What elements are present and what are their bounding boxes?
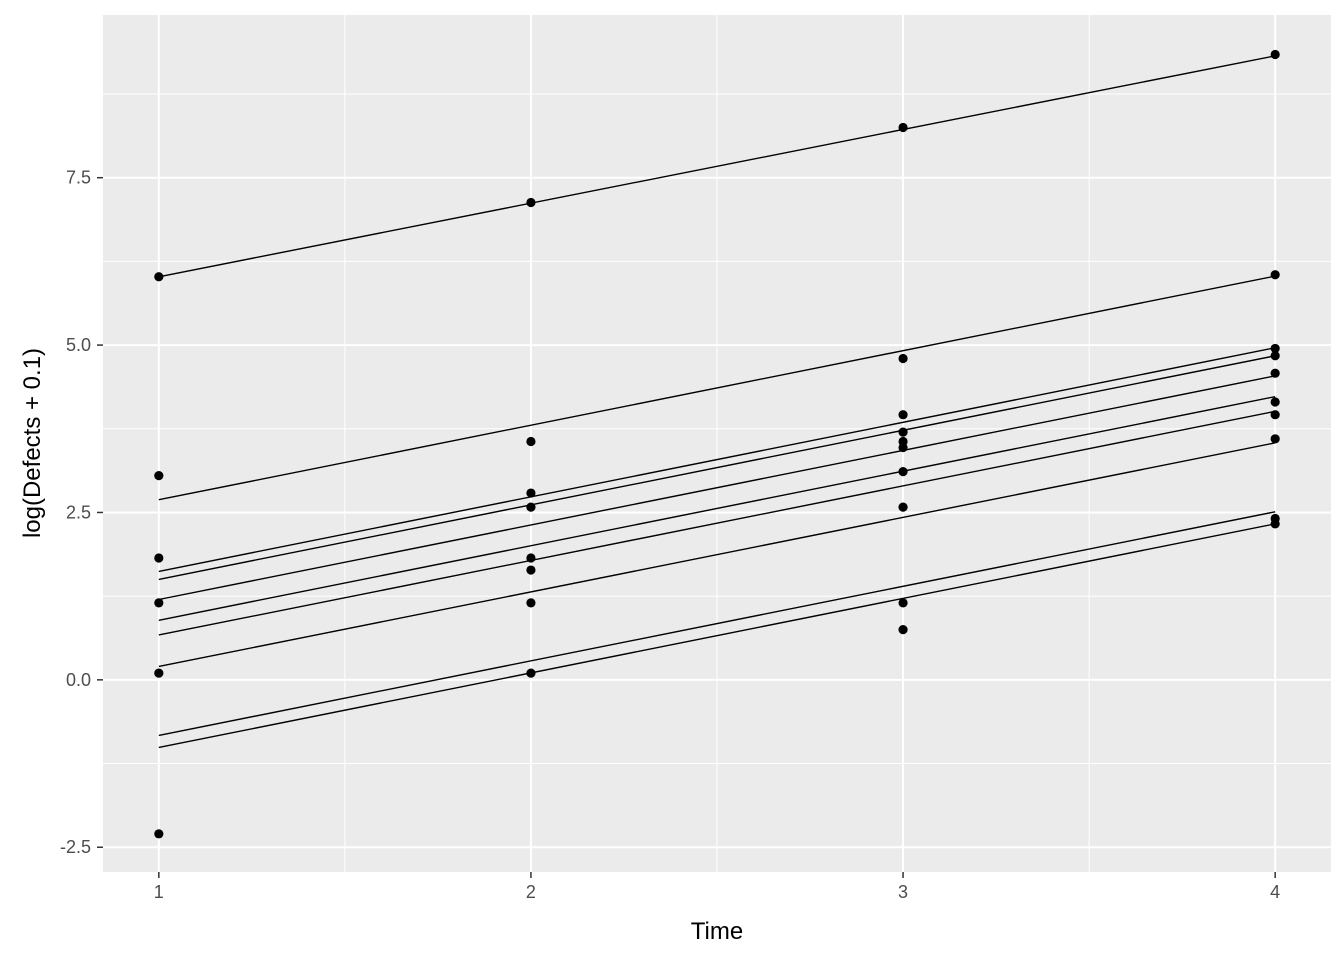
- data-point: [154, 553, 164, 563]
- fit-line: [158, 275, 1276, 501]
- fit-line: [158, 410, 1276, 636]
- data-point: [526, 488, 536, 498]
- x-tick-label: 2: [526, 882, 536, 902]
- data-point: [898, 442, 908, 453]
- data-point: [898, 122, 908, 133]
- x-axis: 1 2 3 4: [154, 872, 1280, 902]
- data-point: [898, 467, 908, 477]
- fit-line: [158, 355, 1276, 581]
- data-point: [154, 471, 164, 481]
- x-tick-label: 1: [154, 882, 164, 902]
- data-point: [898, 410, 908, 420]
- fit-line: [158, 442, 1276, 668]
- data-point: [526, 668, 536, 678]
- data-point: [526, 553, 536, 563]
- fit-line: [158, 395, 1276, 621]
- data-point: [1270, 49, 1280, 60]
- data-point: [1270, 434, 1280, 444]
- data-point: [1270, 397, 1280, 407]
- grid-minor: [103, 15, 1331, 872]
- data-point: [1270, 519, 1280, 529]
- data-point: [526, 197, 536, 208]
- data-point: [526, 502, 536, 512]
- x-axis-title: Time: [691, 918, 743, 945]
- data-point: [1270, 351, 1280, 361]
- fit-line: [158, 375, 1276, 601]
- data-point: [526, 565, 536, 575]
- y-axis-title: log(Defects + 0.1): [19, 348, 46, 538]
- data-point: [1270, 270, 1280, 280]
- data-point: [898, 427, 908, 437]
- data-point: [154, 829, 164, 839]
- data-point: [898, 502, 908, 512]
- y-tick-label: 5.0: [66, 335, 91, 355]
- fit-line: [158, 347, 1276, 573]
- y-tick-label: 0.0: [66, 670, 91, 690]
- data-point: [1270, 343, 1280, 354]
- data-point: [154, 272, 164, 282]
- fit-line: [158, 523, 1276, 749]
- fit-line: [158, 511, 1276, 737]
- fit-line: [158, 55, 1276, 278]
- data-point: [1270, 368, 1280, 378]
- data-point: [1270, 410, 1280, 420]
- data-points: [154, 49, 1280, 839]
- data-point: [898, 353, 908, 364]
- data-point: [154, 668, 164, 678]
- data-point: [526, 436, 536, 447]
- data-point: [898, 625, 908, 635]
- data-point: [898, 598, 908, 608]
- y-tick-label: 7.5: [66, 168, 91, 188]
- y-axis: -2.5 0.0 2.5 5.0 7.5: [60, 168, 103, 857]
- data-point: [526, 598, 536, 608]
- x-tick-label: 3: [898, 882, 908, 902]
- x-tick-label: 4: [1270, 882, 1280, 902]
- y-tick-label: 2.5: [66, 502, 91, 522]
- y-tick-label: -2.5: [60, 837, 91, 857]
- data-point: [154, 598, 164, 608]
- fit-lines: [158, 55, 1276, 749]
